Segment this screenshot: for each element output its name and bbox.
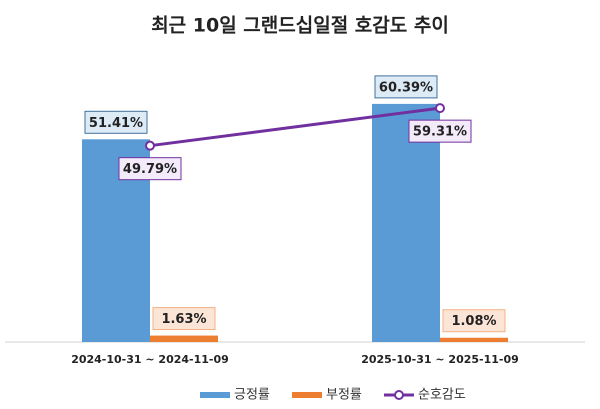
legend-label: 부정률 [326, 388, 362, 403]
line-value-label-box [408, 119, 472, 143]
line-value-label: 59.31% [413, 125, 467, 140]
value-label-box [84, 110, 148, 134]
legend-swatch [200, 392, 230, 398]
x-tick-label: 2024-10-31 ~ 2024-11-09 [71, 353, 229, 366]
legend-swatch [292, 392, 322, 398]
value-label-box [374, 75, 438, 99]
value-label-box [152, 307, 216, 331]
x-tick-label: 2025-10-31 ~ 2025-11-09 [361, 353, 519, 366]
bar [372, 103, 440, 342]
line [149, 106, 441, 148]
value-label-box [442, 309, 506, 333]
value-label: 60.39% [379, 80, 433, 95]
chart-title: 최근 10일 그랜드십일절 호감도 추이 [151, 15, 449, 37]
value-label: 1.63% [161, 312, 206, 327]
line-value-label-box [118, 157, 182, 181]
line-point [435, 103, 445, 114]
line-value-label: 49.79% [123, 162, 177, 177]
legend-label: 긍정률 [234, 388, 270, 403]
value-label: 1.08% [451, 314, 496, 329]
line-point [145, 140, 155, 151]
legend-swatch-point [394, 390, 404, 400]
bar [440, 337, 508, 342]
legend-label: 순호감도 [418, 388, 466, 403]
bar [150, 335, 218, 342]
value-label: 51.41% [89, 116, 143, 131]
